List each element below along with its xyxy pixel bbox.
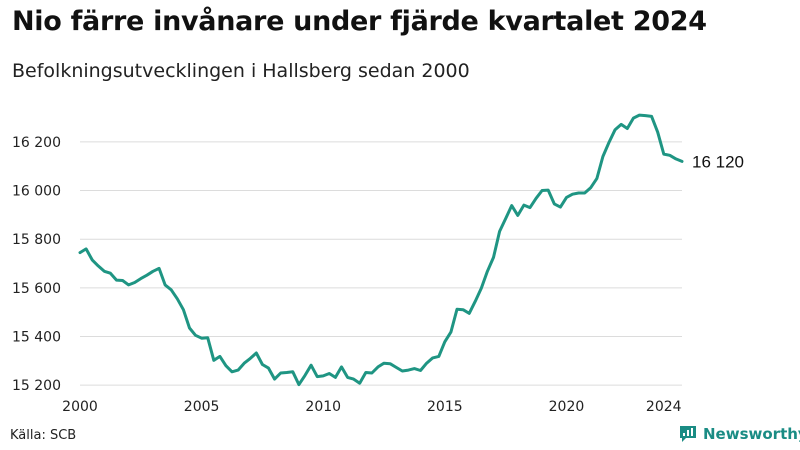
y-tick-label: 16 000 — [12, 184, 61, 200]
y-tick-label: 15 800 — [12, 232, 61, 248]
y-tick-label: 15 600 — [12, 281, 61, 297]
x-tick-label: 2000 — [62, 399, 98, 415]
y-tick-label: 15 200 — [12, 378, 61, 394]
y-tick-label: 16 200 — [12, 135, 61, 151]
series-line — [78, 113, 684, 387]
y-tick-label: 15 400 — [12, 329, 61, 345]
chart-subtitle: Befolkningsutvecklingen i Hallsberg seda… — [12, 60, 470, 82]
x-tick-label: 2020 — [549, 399, 585, 415]
end-value-label: 16 120 — [692, 152, 744, 171]
brand-name: Newsworthy — [703, 425, 800, 443]
newsworthy-logo-icon — [680, 426, 696, 442]
x-tick-label: 2015 — [427, 399, 463, 415]
line-chart: 15 200 15 400 15 600 15 800 16 000 16 200 2000… — [12, 113, 744, 415]
x-tick-label: 2024 — [646, 399, 682, 415]
newsworthy-logo: Newsworthy — [678, 424, 800, 444]
x-tick-label: 2010 — [305, 399, 341, 415]
source-note: Källa: SCB — [10, 428, 77, 443]
x-tick-label: 2005 — [184, 399, 220, 415]
chart-title: Nio färre invånare under fjärde kvartale… — [12, 6, 707, 37]
